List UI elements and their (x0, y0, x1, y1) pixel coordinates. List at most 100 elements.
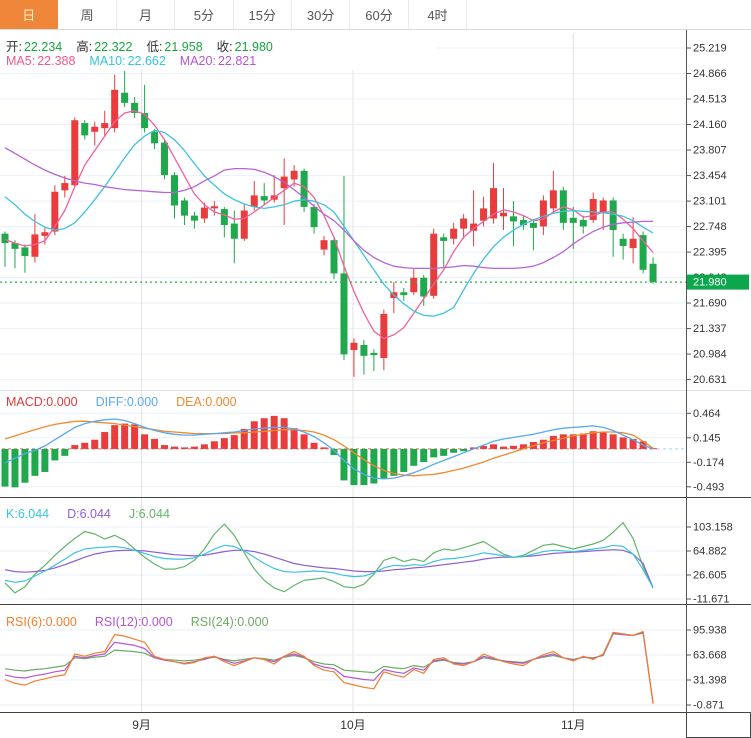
candle-body (41, 232, 49, 236)
kdj-tick-label: -11.671 (693, 594, 730, 606)
tab-week[interactable]: 周 (58, 0, 117, 29)
x-axis-label: 9月 (132, 718, 151, 732)
candle-body (619, 238, 627, 246)
x-axis-label: 10月 (340, 718, 365, 732)
price-tick-label: 20.631 (693, 374, 727, 386)
candle-body (529, 222, 537, 228)
candle-body (240, 210, 248, 239)
kdj-j-line (4, 522, 654, 594)
macd-bar (629, 438, 637, 449)
macd-bar (430, 448, 438, 458)
rsi-tick-label: 31.398 (693, 675, 727, 687)
macd-bar (250, 421, 258, 449)
tab-day[interactable]: 日 (0, 0, 59, 29)
tab-15min[interactable]: 15分 (233, 0, 292, 29)
ma5-value-number: 22.388 (37, 54, 76, 68)
macd-header: MACD:0.000 DIFF:0.000 DEA:0.000 (6, 395, 255, 409)
ohlc-high-label: 高: (76, 40, 93, 54)
ma5-value-label: MA5: (6, 54, 36, 68)
candle-body (509, 216, 517, 222)
candle-body (599, 200, 607, 214)
candle-body (31, 234, 39, 257)
macd-bar (170, 446, 178, 449)
kdj-header: K:6.044 D:6.044 J:6.044 (6, 507, 188, 521)
macd-bar (470, 447, 478, 449)
kdj-tick-label: 26.605 (693, 570, 727, 582)
macd-bar (180, 447, 188, 449)
ma20-value-label: MA20: (179, 54, 216, 68)
macd-bar (539, 439, 547, 449)
macd-bar (51, 448, 59, 461)
rsi24-value-label: RSI(24): (190, 615, 238, 629)
macd-bar (420, 448, 428, 462)
timeframe-tabbar: 日周月 5分 15分 30分 60分 4时 (0, 0, 751, 30)
rsi12-value-label: RSI(12): (94, 615, 142, 629)
candle-body (549, 190, 557, 209)
candle-body (460, 218, 468, 229)
diff-value-number: 0.000 (126, 395, 159, 409)
macd-tick-label: -0.174 (693, 457, 724, 469)
macd-bar (350, 448, 358, 486)
macd-bar (81, 442, 89, 449)
candle-body (180, 200, 188, 216)
price-tick-label: 24.160 (693, 119, 727, 131)
price-tick-label: 24.866 (693, 68, 727, 80)
ma20-line (4, 147, 654, 270)
macd-bar (500, 446, 507, 449)
macd-bar (330, 448, 338, 456)
tab-30min[interactable]: 30分 (291, 0, 351, 29)
k-value-label: K: (6, 507, 18, 521)
macd-bar (609, 434, 617, 449)
rsi24-value-number: 0.000 (237, 615, 269, 629)
d-value-number: 6.044 (79, 507, 111, 521)
candle-body (370, 352, 378, 356)
diff-value: DIFF:0.000 (96, 395, 159, 409)
rsi6-value-label: RSI(6): (6, 615, 46, 629)
candle-body (141, 112, 149, 129)
tab-4hour[interactable]: 4时 (408, 0, 468, 29)
tab-5min[interactable]: 5分 (175, 0, 234, 29)
ohlc-low-label: 低: (146, 40, 163, 54)
macd-bar (21, 448, 29, 483)
macd-bar (31, 448, 39, 476)
macd-bar (480, 445, 488, 449)
macd-bar (230, 435, 238, 449)
macd-bar (260, 418, 268, 449)
macd-bar (519, 444, 527, 449)
dea-value: DEA:0.000 (176, 395, 236, 409)
price-tick-label: 21.337 (693, 323, 727, 335)
j-value-label: J: (128, 507, 139, 521)
price-tick-label: 23.454 (693, 170, 727, 182)
candle-body (200, 207, 208, 219)
macd-bar (400, 448, 408, 472)
tab-60min[interactable]: 60分 (350, 0, 409, 29)
rsi6-value: RSI(6):0.000 (6, 615, 77, 629)
tab-month[interactable]: 月 (116, 0, 176, 29)
price-tick-label: 25.219 (693, 43, 727, 55)
candle-body (629, 238, 637, 249)
candle-body (360, 344, 368, 356)
d-value: D:6.044 (67, 507, 111, 521)
k-value-number: 6.044 (17, 507, 50, 521)
candle-body (500, 212, 507, 217)
macd-bar (151, 438, 159, 449)
candle-body (71, 120, 79, 186)
macd-bar (589, 431, 597, 449)
j-value: J:6.044 (129, 507, 170, 521)
ma10-value-label: MA10: (89, 54, 126, 68)
candle-body (11, 243, 19, 249)
macd-bar (61, 448, 69, 456)
rsi12-line (4, 631, 654, 704)
rsi12-value-number: 0.000 (141, 615, 173, 629)
macd-bar (41, 448, 49, 472)
macd-bar (410, 448, 418, 466)
macd-bar (1, 448, 9, 487)
current-price-label: 21.980 (693, 277, 727, 289)
macd-tick-label: -0.493 (693, 481, 724, 493)
candle-body (121, 92, 129, 103)
j-value-number: 6.044 (138, 507, 170, 521)
candle-body (430, 233, 438, 296)
candle-body (300, 170, 308, 207)
